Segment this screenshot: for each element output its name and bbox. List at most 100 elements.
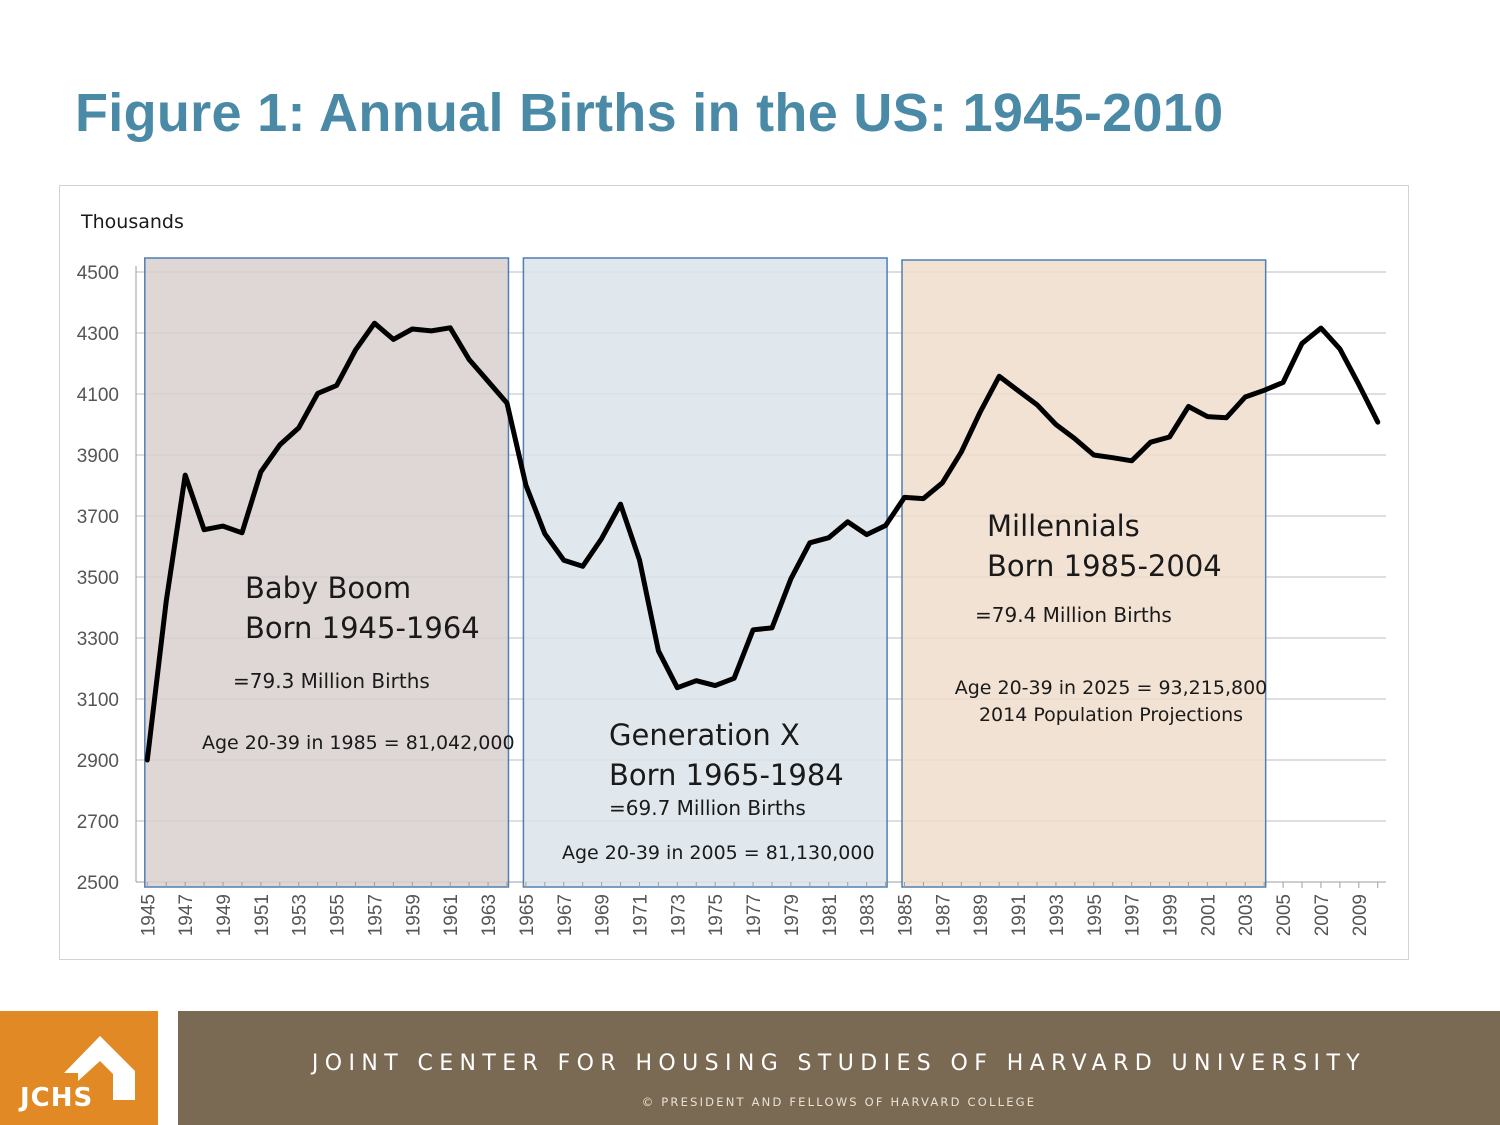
y-tick-label: 3300	[77, 629, 119, 650]
data-point-1966	[543, 532, 547, 536]
data-point-1989	[978, 410, 982, 414]
x-tick-label: 1975	[706, 894, 727, 936]
y-tick-label: 3700	[77, 507, 119, 528]
data-point-1961	[448, 326, 452, 330]
x-tick-label: 2005	[1274, 894, 1295, 936]
x-tick-label: 1953	[290, 894, 311, 936]
y-tick-label: 2900	[77, 751, 119, 772]
data-point-1984	[884, 523, 888, 527]
x-tick-label: 2007	[1312, 894, 1333, 936]
y-tick-label: 2700	[77, 812, 119, 833]
x-tick-label: 1959	[403, 894, 424, 936]
data-point-1970	[619, 502, 623, 506]
x-tick-label: 2003	[1236, 894, 1257, 936]
data-point-1973	[675, 686, 679, 690]
data-point-2007	[1319, 326, 1323, 330]
data-point-2000	[1186, 405, 1190, 409]
data-point-1953	[297, 426, 301, 430]
data-point-1981	[827, 536, 831, 540]
x-tick-label: 1993	[1047, 894, 1068, 936]
y-tick-label: 4100	[77, 385, 119, 406]
x-tick-label: 1985	[896, 894, 917, 936]
data-point-2006	[1300, 341, 1304, 345]
x-tick-label: 1979	[782, 894, 803, 936]
baby-boom-title: Baby Boom	[245, 571, 411, 605]
x-tick-label: 1981	[820, 894, 841, 936]
data-point-1985	[903, 495, 907, 499]
data-point-1980	[808, 541, 812, 545]
x-tick-label: 2009	[1350, 894, 1371, 936]
x-tick-label: 1967	[555, 894, 576, 936]
data-point-2004	[1262, 388, 1266, 392]
data-point-1960	[429, 329, 433, 333]
data-point-1990	[997, 374, 1001, 378]
baby-boom-age: Age 20-39 in 1985 = 81,042,000	[202, 732, 515, 754]
footer-copyright: © PRESIDENT AND FELLOWS OF HARVARD COLLE…	[641, 1095, 1037, 1109]
data-point-1998	[1149, 440, 1153, 444]
y-tick-label: 4300	[77, 324, 119, 345]
data-point-1999	[1168, 435, 1172, 439]
x-tick-label: 1971	[630, 894, 651, 936]
data-point-1994	[1073, 437, 1077, 441]
data-point-1948	[202, 528, 206, 532]
x-tick-label: 2001	[1198, 894, 1219, 936]
data-point-1974	[694, 679, 698, 683]
x-tick-label: 1989	[971, 894, 992, 936]
data-point-1979	[789, 577, 793, 581]
y-tick-label: 3100	[77, 690, 119, 711]
data-point-1946	[164, 599, 168, 603]
chart-frame	[59, 185, 1409, 960]
x-tick-label: 1977	[744, 894, 765, 936]
data-point-1972	[656, 649, 660, 653]
gen-x-births: =69.7 Million Births	[609, 796, 806, 820]
data-point-1962	[467, 358, 471, 362]
data-point-1983	[865, 533, 869, 537]
x-tick-label: 1983	[858, 894, 879, 936]
millennials-note: 2014 Population Projections	[979, 704, 1243, 726]
data-point-1975	[713, 684, 717, 688]
data-point-2005	[1281, 380, 1285, 384]
data-point-1947	[183, 473, 187, 477]
jchs-logo: JCHS	[0, 1011, 158, 1125]
y-axis-label: Thousands	[80, 211, 184, 233]
gen-x-age: Age 20-39 in 2005 = 81,130,000	[562, 842, 875, 864]
data-point-2003	[1243, 395, 1247, 399]
x-tick-label: 1947	[176, 894, 197, 936]
x-tick-label: 1987	[933, 894, 954, 936]
data-point-1971	[637, 558, 641, 562]
house-icon	[64, 1036, 135, 1100]
gen-x-title: Generation X	[609, 718, 800, 752]
data-point-1988	[959, 450, 963, 454]
millennials-title: Millennials	[987, 509, 1140, 543]
data-point-1952	[278, 443, 282, 447]
x-tick-label: 1999	[1161, 894, 1182, 936]
data-point-1969	[600, 537, 604, 541]
x-tick-label: 1991	[1009, 894, 1030, 936]
data-point-2001	[1205, 415, 1209, 419]
gen-x-born: Born 1965-1984	[609, 758, 844, 792]
data-point-1957	[372, 321, 376, 325]
data-point-2002	[1224, 416, 1228, 420]
x-tick-label: 1973	[668, 894, 689, 936]
data-point-1993	[1054, 423, 1058, 427]
x-tick-label: 1957	[365, 894, 386, 936]
data-point-1945	[145, 758, 149, 762]
y-tick-label: 4500	[77, 263, 119, 284]
data-point-1995	[1092, 453, 1096, 457]
y-tick-label: 3500	[77, 568, 119, 589]
generation-bands	[144, 257, 1267, 888]
baby-boom-births: =79.3 Million Births	[233, 669, 430, 693]
data-point-1963	[486, 379, 490, 383]
data-point-1982	[846, 520, 850, 524]
footer-organization: JOINT CENTER FOR HOUSING STUDIES OF HARV…	[311, 1051, 1367, 1076]
x-tick-label: 1997	[1123, 894, 1144, 936]
data-point-1978	[770, 626, 774, 630]
data-point-1959	[410, 327, 414, 331]
x-tick-label: 1955	[328, 894, 349, 936]
data-point-1977	[751, 628, 755, 632]
page-title: Figure 1: Annual Births in the US: 1945-…	[75, 83, 1224, 143]
data-point-2008	[1338, 347, 1342, 351]
data-point-1968	[581, 564, 585, 568]
x-tick-label: 1961	[441, 894, 462, 936]
data-point-1956	[354, 348, 358, 352]
